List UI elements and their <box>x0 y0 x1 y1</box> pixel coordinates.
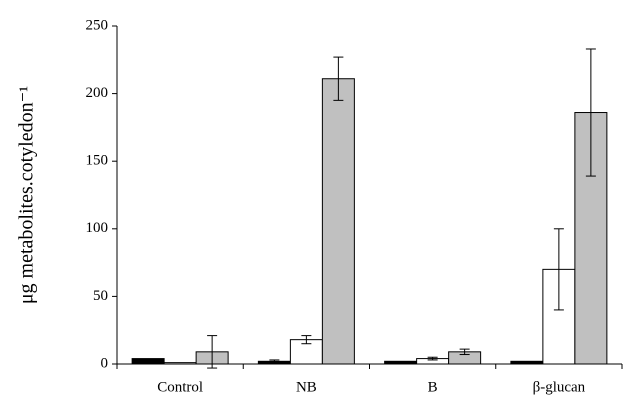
error-bar <box>585 48 596 177</box>
error-bar <box>269 359 280 364</box>
error-bar <box>459 348 470 356</box>
y-tick-label: 150 <box>86 153 109 169</box>
y-tick-label: 50 <box>93 288 108 304</box>
y-axis-label: μg metabolites.cotyledon⁻¹ <box>16 86 38 304</box>
error-bar <box>333 56 344 101</box>
bar <box>131 358 165 365</box>
bar <box>384 360 418 365</box>
x-tick-label: NB <box>296 379 317 395</box>
error-bar <box>207 335 218 369</box>
y-tick-label: 250 <box>86 17 109 33</box>
x-tick-label: Control <box>157 379 203 395</box>
bar <box>163 362 197 365</box>
error-bar <box>553 228 564 311</box>
x-tick-label: B <box>428 379 438 395</box>
bar <box>574 112 608 365</box>
x-tick-label: β-glucan <box>533 379 586 395</box>
error-bar <box>427 356 438 361</box>
error-bar <box>301 335 312 345</box>
y-tick-label: 200 <box>86 85 109 101</box>
bar <box>321 78 355 365</box>
bar <box>510 360 544 365</box>
y-tick-label: 100 <box>86 220 109 236</box>
y-tick-label: 0 <box>101 355 109 371</box>
